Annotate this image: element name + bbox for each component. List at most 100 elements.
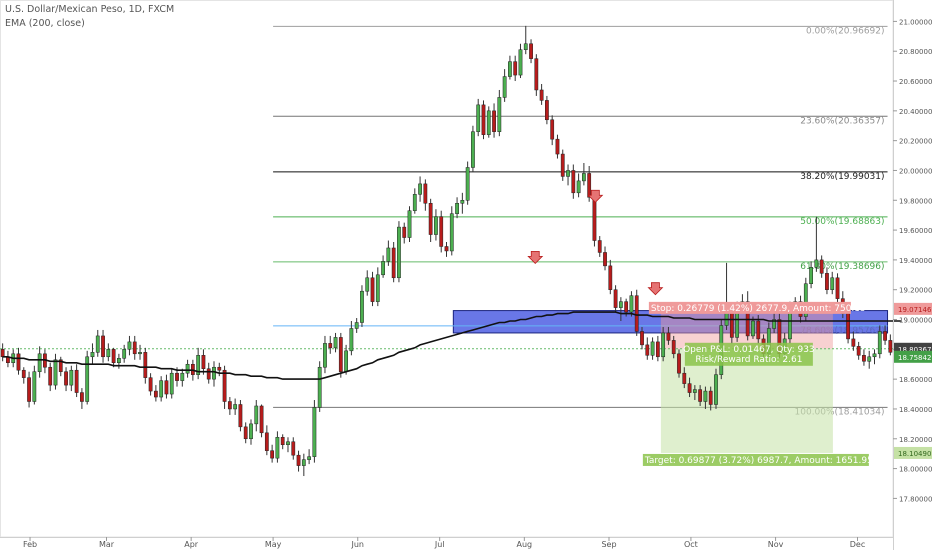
candle-body	[640, 331, 644, 346]
stop-label-box	[648, 301, 851, 314]
candle-body	[539, 89, 544, 101]
fib-label: 61.80%(19.38696)	[800, 262, 884, 272]
arrows-layer	[527, 189, 664, 296]
sell-arrow-icon	[587, 189, 604, 203]
pnl-label-box	[684, 342, 813, 366]
candle-body	[122, 349, 127, 359]
candle-body	[867, 356, 872, 362]
rr-label: Risk/Reward Ratio: 2.61	[695, 355, 802, 365]
candle-body	[566, 170, 570, 177]
price-tick-label: 18.60000	[899, 376, 932, 384]
time-tick-label: Oct	[684, 540, 698, 549]
candle-body	[587, 173, 592, 198]
candle-body	[101, 335, 105, 358]
candle-body	[729, 311, 734, 338]
candle-body	[819, 259, 824, 274]
fib-label: 78.60%(18.95762)	[800, 326, 884, 336]
pnl-label: Open P&L: 0.01467, Qty: 933	[683, 345, 815, 355]
candle-body	[286, 441, 290, 445]
candle-body	[323, 343, 327, 368]
candle-body	[196, 355, 201, 375]
time-tick-label: Feb	[23, 540, 37, 549]
time-tick-label: Nov	[768, 540, 784, 549]
candle-body	[312, 407, 317, 457]
candle-body	[560, 153, 565, 177]
candle-body	[460, 200, 465, 204]
price-tick-label: 20.40000	[899, 108, 932, 116]
candle-body	[613, 289, 618, 308]
candle-body	[872, 353, 877, 358]
price-tick-label: 21.00000	[899, 18, 932, 26]
candle-body	[95, 335, 100, 353]
price-badge-label: 19.07146	[898, 306, 932, 314]
candle-body	[497, 97, 502, 132]
candle-body	[756, 320, 761, 340]
candle-body	[629, 295, 634, 313]
candle-body	[856, 346, 861, 356]
candle-body	[217, 366, 222, 371]
candle-body	[37, 353, 42, 372]
candle-body	[264, 432, 269, 451]
candle-body	[714, 374, 718, 405]
candle-body	[64, 371, 68, 386]
price-tick-label: 18.00000	[899, 466, 932, 474]
fib-label: 0.00%(20.96692)	[806, 26, 885, 36]
candle-body	[201, 355, 206, 369]
candle-body	[328, 343, 333, 349]
time-tick-label: May	[265, 540, 282, 549]
candle-body	[349, 328, 354, 352]
candle-body	[132, 341, 137, 355]
candle-body	[153, 390, 158, 398]
time-tick-label: Dec	[850, 540, 865, 549]
candle-body	[814, 259, 819, 268]
fib-label: 38.20%(19.99031)	[800, 172, 884, 182]
candle-body	[523, 43, 528, 50]
time-tick-label: Jun	[350, 540, 364, 549]
candle-body	[32, 371, 37, 402]
candle-body	[407, 210, 412, 238]
candle-body	[222, 369, 227, 402]
candle-body	[772, 319, 776, 329]
candle-body	[418, 183, 422, 195]
candle-body	[206, 368, 211, 380]
candle-body	[846, 313, 850, 340]
candle-body	[809, 267, 813, 284]
candle-body	[439, 216, 444, 247]
candle-body	[249, 423, 253, 440]
candle-body	[80, 392, 84, 402]
candle-body	[677, 353, 681, 374]
candle-body	[333, 337, 338, 349]
candle-body	[412, 194, 417, 211]
candle-body	[825, 273, 829, 290]
time-tick-label: Jul	[434, 540, 445, 549]
price-tick-label: 18.20000	[899, 436, 932, 444]
candle-body	[550, 119, 555, 140]
price-tick-label: 19.40000	[899, 257, 932, 265]
candle-body	[397, 226, 401, 279]
candle-body	[259, 405, 264, 434]
candle-body	[138, 352, 142, 355]
candle-body	[449, 213, 454, 252]
candle-body	[434, 216, 438, 235]
price-badge	[894, 302, 932, 315]
time-tick-label: Mar	[99, 540, 115, 549]
candle-body	[227, 401, 232, 410]
candle-body	[354, 322, 359, 329]
indicator-label: EMA (200, close)	[5, 18, 85, 29]
candle-body	[21, 369, 26, 378]
price-tick-label: 19.80000	[899, 197, 932, 205]
candle-body	[624, 301, 629, 313]
candle-body	[317, 366, 322, 408]
candle-body	[529, 43, 533, 59]
price-tick-label: 20.00000	[899, 167, 932, 175]
price-axis: 21.00000 20.80000 20.60000 20.40000 20.20000…	[893, 0, 932, 550]
candle-body	[803, 283, 808, 317]
price-tick-label: 19.20000	[899, 287, 932, 295]
fib-label: 100.00%(18.41034)	[795, 407, 885, 417]
candle-body	[143, 352, 148, 378]
candle-body	[185, 363, 190, 374]
candle-body	[175, 372, 179, 381]
candle-body	[545, 100, 549, 121]
candle-body	[164, 380, 169, 395]
